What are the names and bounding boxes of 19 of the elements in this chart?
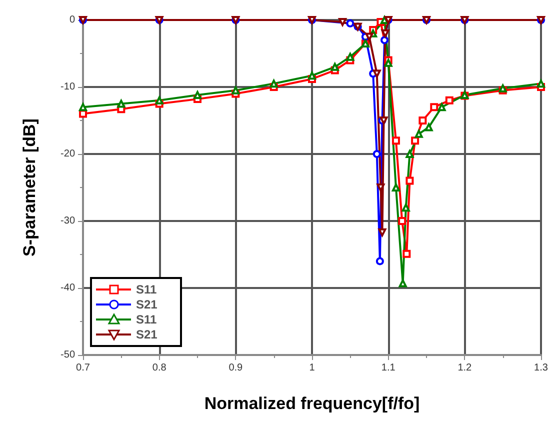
x-tick-label: 0.8: [152, 362, 167, 374]
y-tick-label: -30: [60, 216, 76, 226]
y-tick-label: -50: [60, 350, 76, 360]
y-tick-label: -10: [60, 82, 76, 92]
x-axis-title: Normalized frequency[f/fo]: [204, 394, 420, 413]
x-tick-label: 0.7: [76, 362, 90, 374]
legend-label: S21: [136, 328, 158, 342]
legend-label: S11: [136, 312, 158, 326]
x-tick-label: 1: [309, 362, 316, 374]
y-tick-label: 0: [69, 14, 76, 26]
y-axis-title: S-parameter [dB]: [20, 118, 39, 256]
x-tick-label: 1.2: [458, 362, 472, 374]
legend-label: S21: [136, 298, 158, 312]
y-tick-label: -20: [60, 148, 76, 160]
x-tick-label: 1.3: [534, 362, 548, 374]
legend-label: S11: [136, 282, 158, 296]
x-tick-label: 1.1: [381, 362, 396, 374]
y-tick-label: -40: [60, 282, 76, 294]
x-tick-label: 0.9: [228, 362, 244, 374]
